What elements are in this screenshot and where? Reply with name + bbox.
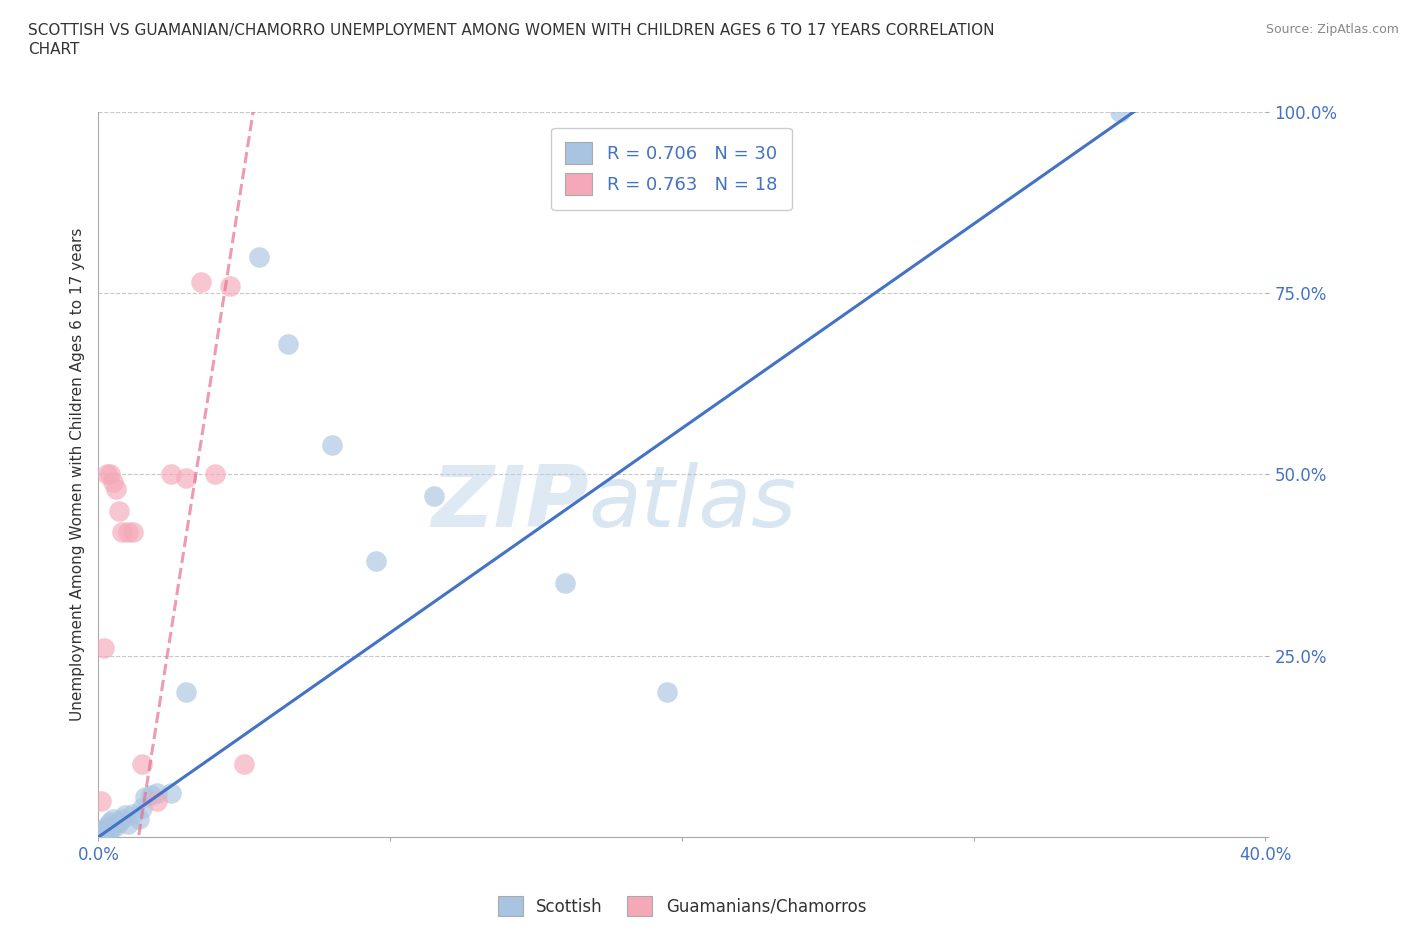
Point xyxy=(134,790,156,804)
Point xyxy=(146,793,169,808)
Point xyxy=(190,274,212,289)
Point xyxy=(104,482,127,497)
Point xyxy=(131,801,153,816)
Point xyxy=(174,471,197,485)
Point xyxy=(160,467,183,482)
Point xyxy=(108,815,131,830)
Point xyxy=(111,525,134,539)
Point xyxy=(364,554,387,569)
Point xyxy=(174,684,197,699)
Point xyxy=(93,824,115,839)
Point xyxy=(321,438,343,453)
Point xyxy=(111,811,134,827)
Point xyxy=(247,249,270,264)
Point xyxy=(146,786,169,801)
Point xyxy=(657,684,679,699)
Legend: Scottish, Guamanians/Chamorros: Scottish, Guamanians/Chamorros xyxy=(491,889,873,923)
Point xyxy=(131,757,153,772)
Point xyxy=(117,525,139,539)
Y-axis label: Unemployment Among Women with Children Ages 6 to 17 years: Unemployment Among Women with Children A… xyxy=(69,228,84,721)
Point xyxy=(98,822,121,837)
Point xyxy=(160,786,183,801)
Point xyxy=(93,641,115,656)
Text: Source: ZipAtlas.com: Source: ZipAtlas.com xyxy=(1265,23,1399,36)
Point xyxy=(277,337,299,352)
Point xyxy=(122,806,145,821)
Point xyxy=(108,503,131,518)
Text: SCOTTISH VS GUAMANIAN/CHAMORRO UNEMPLOYMENT AMONG WOMEN WITH CHILDREN AGES 6 TO : SCOTTISH VS GUAMANIAN/CHAMORRO UNEMPLOYM… xyxy=(28,23,994,38)
Point xyxy=(101,818,124,833)
Point xyxy=(139,788,162,803)
Point xyxy=(218,278,240,293)
Point xyxy=(90,826,112,841)
Point xyxy=(233,757,256,772)
Point xyxy=(104,818,127,833)
Point xyxy=(554,576,576,591)
Point xyxy=(98,815,121,830)
Point xyxy=(90,793,112,808)
Text: CHART: CHART xyxy=(28,42,80,57)
Point xyxy=(101,811,124,827)
Point xyxy=(93,822,115,837)
Point xyxy=(96,467,118,482)
Point xyxy=(204,467,226,482)
Point xyxy=(101,474,124,489)
Point xyxy=(98,467,121,482)
Point xyxy=(96,821,118,836)
Point xyxy=(1108,104,1130,119)
Text: atlas: atlas xyxy=(589,462,797,545)
Point xyxy=(96,818,118,833)
Point xyxy=(423,488,446,503)
Point xyxy=(117,817,139,831)
Text: ZIP: ZIP xyxy=(430,462,589,545)
Point xyxy=(128,811,150,827)
Point xyxy=(114,808,136,823)
Point xyxy=(122,525,145,539)
